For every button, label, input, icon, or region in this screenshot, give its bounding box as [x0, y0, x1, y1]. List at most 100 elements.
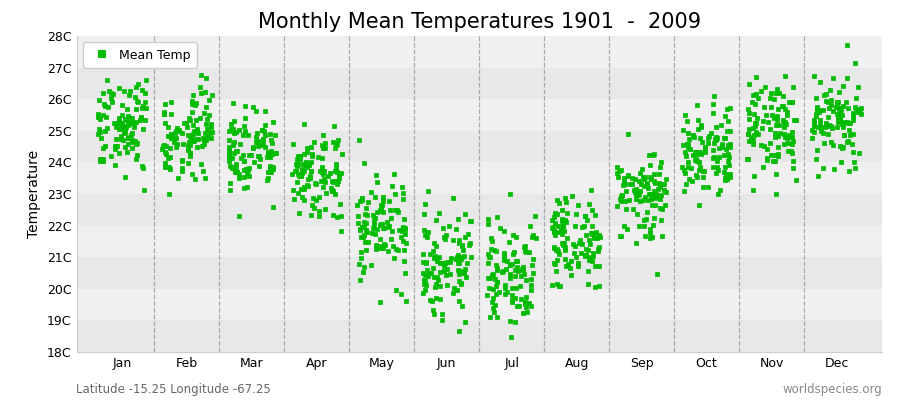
Point: [832, 110, 847, 116]
Point: [584, 187, 598, 193]
Point: [766, 158, 780, 164]
Point: [569, 254, 583, 260]
Point: [578, 212, 592, 219]
Point: [806, 123, 821, 129]
Point: [749, 128, 763, 135]
Point: [187, 102, 202, 108]
Point: [500, 258, 514, 264]
Point: [452, 328, 466, 335]
Point: [697, 174, 711, 181]
Point: [545, 216, 560, 223]
Point: [118, 144, 132, 150]
Point: [171, 128, 185, 134]
Point: [777, 141, 791, 148]
Point: [550, 246, 564, 252]
Point: [824, 102, 839, 108]
Point: [835, 112, 850, 118]
Point: [634, 166, 649, 172]
Point: [197, 141, 211, 147]
Point: [237, 123, 251, 130]
Point: [305, 201, 320, 208]
Point: [710, 164, 724, 170]
Point: [490, 264, 504, 271]
Point: [500, 289, 514, 295]
Point: [643, 191, 657, 198]
Point: [706, 140, 721, 146]
Point: [786, 158, 800, 164]
Point: [239, 166, 254, 172]
Point: [290, 156, 304, 162]
Point: [256, 127, 270, 133]
Point: [251, 152, 266, 159]
Point: [121, 122, 135, 128]
Point: [693, 124, 707, 130]
Point: [700, 140, 715, 146]
Point: [328, 168, 343, 174]
Point: [763, 152, 778, 159]
Point: [690, 126, 705, 132]
Point: [682, 176, 697, 182]
Point: [307, 205, 321, 212]
Point: [393, 234, 408, 240]
Point: [652, 171, 667, 177]
Point: [199, 136, 213, 143]
Point: [642, 190, 656, 197]
Legend: Mean Temp: Mean Temp: [83, 42, 197, 68]
Point: [629, 196, 643, 202]
Point: [164, 131, 178, 137]
Point: [519, 309, 534, 316]
Point: [717, 177, 732, 184]
Point: [263, 163, 277, 169]
Point: [138, 117, 152, 123]
Point: [502, 274, 517, 281]
Point: [588, 234, 602, 241]
Point: [646, 191, 661, 197]
Point: [175, 130, 189, 136]
Point: [385, 228, 400, 234]
Point: [482, 254, 497, 260]
Point: [698, 144, 713, 150]
Point: [184, 97, 199, 104]
Point: [632, 178, 646, 184]
Point: [579, 232, 593, 239]
Point: [708, 137, 723, 143]
Point: [164, 98, 178, 105]
Point: [368, 231, 382, 237]
Point: [497, 250, 511, 256]
Point: [548, 210, 562, 217]
Point: [435, 260, 449, 266]
Point: [691, 116, 706, 123]
Point: [848, 165, 862, 172]
Point: [763, 140, 778, 146]
Point: [302, 161, 316, 168]
Point: [846, 149, 860, 156]
Point: [514, 273, 528, 280]
Point: [832, 143, 847, 150]
Point: [556, 227, 571, 234]
Point: [202, 129, 217, 136]
Point: [355, 195, 369, 201]
Point: [779, 112, 794, 118]
Point: [191, 130, 205, 137]
Point: [203, 120, 218, 127]
Point: [815, 130, 830, 136]
Point: [332, 174, 347, 181]
Point: [529, 234, 544, 241]
Point: [303, 143, 318, 150]
Point: [821, 98, 835, 105]
Point: [451, 216, 465, 222]
Point: [398, 231, 412, 238]
Point: [361, 239, 375, 245]
Bar: [76, 257, 882, 289]
Point: [134, 114, 148, 121]
Point: [615, 191, 629, 198]
Point: [693, 149, 707, 155]
Point: [300, 144, 314, 151]
Point: [425, 298, 439, 305]
Point: [643, 226, 657, 232]
Point: [183, 142, 197, 148]
Point: [200, 116, 214, 122]
Point: [516, 309, 530, 316]
Point: [585, 222, 599, 229]
Point: [687, 152, 701, 158]
